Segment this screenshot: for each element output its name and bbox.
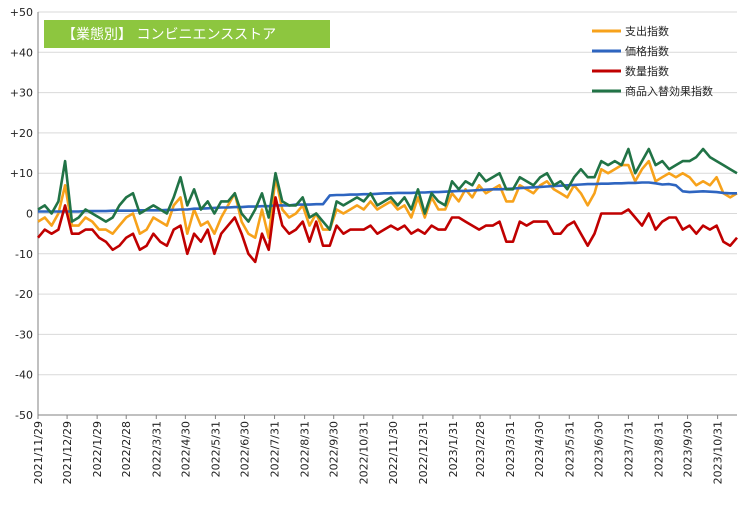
x-tick-label: 2022/6/30 (239, 421, 252, 477)
x-tick-label: 2023/7/31 (622, 421, 635, 477)
x-tick-label: 2022/1/29 (91, 421, 104, 477)
series-lines (37, 147, 738, 264)
x-tick-label: 2023/9/30 (682, 421, 695, 477)
x-tick-label: 2023/8/31 (652, 421, 665, 477)
legend-label: 価格指数 (625, 44, 669, 58)
y-axis: +50 +40 +30 +20 +10 0 -10 -20 -30 -40 -50 (10, 6, 33, 422)
y-tick-label: -20 (15, 288, 33, 301)
y-tick-label: -30 (15, 328, 33, 341)
series-line-4 (37, 147, 738, 231)
x-tick-label: 2022/11/30 (387, 421, 400, 484)
x-tick-label: 2022/2/28 (120, 421, 133, 477)
y-tick-label: -10 (15, 248, 33, 261)
legend-label: 支出指数 (625, 24, 669, 38)
x-tick-label: 2022/3/31 (150, 421, 163, 477)
y-tick-label: +20 (10, 127, 33, 140)
x-axis: 2021/11/29 2021/12/29 2022/1/29 2022/2/28 20… (32, 415, 725, 484)
y-tick-label: -40 (15, 369, 33, 382)
x-tick-label: 2021/11/29 (32, 421, 45, 484)
y-tick-label: -50 (15, 409, 33, 422)
x-tick-label: 2022/12/31 (417, 421, 430, 484)
series-line-3 (37, 196, 738, 264)
y-tick-label: 0 (26, 208, 33, 221)
grid (37, 11, 737, 416)
series-line-2 (38, 181, 737, 213)
x-tick-label: 2023/3/31 (504, 421, 517, 477)
x-tick-label: 2021/12/29 (61, 421, 74, 484)
legend-label: 数量指数 (625, 64, 669, 78)
y-tick-label: +30 (10, 87, 33, 100)
y-tick-label: +50 (10, 6, 33, 19)
x-tick-label: 2022/10/31 (358, 421, 371, 484)
x-tick-label: 2023/2/28 (474, 421, 487, 477)
legend-label: 商品入替効果指数 (625, 84, 713, 98)
chart-title: 【業態別】 コンビニエンスストア (44, 20, 330, 48)
chart-title-text: 【業態別】 コンビニエンスストア (62, 27, 276, 43)
x-tick-label: 2023/5/31 (563, 421, 576, 477)
x-tick-label: 2023/1/31 (447, 421, 460, 477)
x-tick-label: 2022/5/31 (209, 421, 222, 477)
x-tick-label: 2022/4/30 (179, 421, 192, 477)
x-tick-label: 2022/8/31 (299, 421, 312, 477)
x-tick-label: 2023/10/31 (712, 421, 725, 484)
y-tick-label: +10 (10, 167, 33, 180)
x-tick-label: 2022/7/31 (269, 421, 282, 477)
x-tick-label: 2023/6/30 (592, 421, 605, 477)
y-tick-label: +40 (10, 46, 33, 59)
x-tick-label: 2022/9/30 (328, 421, 341, 477)
x-tick-label: 2023/4/30 (533, 421, 546, 477)
chart-title-background (44, 20, 330, 48)
